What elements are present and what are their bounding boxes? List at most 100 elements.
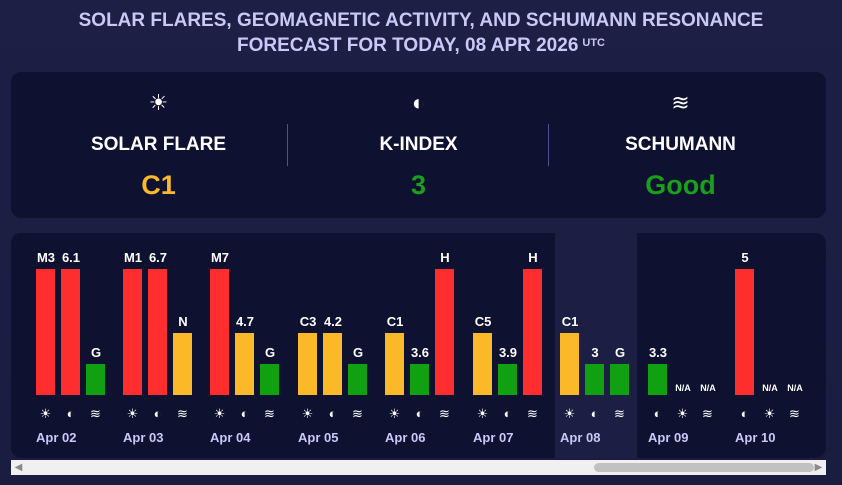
forecast-bar-value: G — [614, 345, 626, 360]
forecast-bar-kindex — [735, 269, 754, 395]
k-index-value: 3 — [410, 170, 427, 200]
forecast-bar-value: 6.1 — [61, 250, 81, 265]
waves-icon: ≋ — [90, 406, 101, 421]
forecast-bar-schumann — [173, 333, 192, 395]
forecast-bar-kindex — [585, 364, 604, 395]
waves-icon: ≋ — [439, 406, 450, 421]
horizontal-scrollbar[interactable]: ◀ ▶ — [11, 460, 826, 475]
forecast-bar-value: N — [178, 314, 188, 329]
schumann-label: SCHUMANN — [625, 134, 736, 155]
title-line-1: SOLAR FLARES, GEOMAGNETIC ACTIVITY, AND … — [78, 10, 764, 31]
summary-schumann: ≋ SCHUMANN Good — [545, 72, 816, 218]
magnet-icon: ◐ — [503, 406, 512, 421]
magnet-icon: ◐ — [153, 406, 162, 421]
sun-icon: ☀ — [301, 406, 314, 421]
forecast-bar-value: 4.2 — [323, 314, 343, 329]
forecast-bar-value: N/A — [762, 383, 778, 393]
sun-icon: ☀ — [476, 406, 489, 421]
forecast-bar-solar — [36, 269, 55, 395]
waves-icon: ≋ — [264, 406, 275, 421]
magnet-icon: ◐ — [411, 90, 426, 115]
forecast-bar-schumann — [435, 269, 454, 395]
forecast-bar-value: 4.7 — [235, 314, 255, 329]
scrollbar-thumb[interactable] — [594, 463, 814, 472]
sun-icon: ☀ — [388, 406, 401, 421]
magnet-icon: ◐ — [740, 406, 749, 421]
magnet-icon: ◐ — [240, 406, 249, 421]
forecast-bar-value: C3 — [299, 314, 317, 329]
forecast-bar-kindex — [148, 269, 167, 395]
sun-icon: ☀ — [213, 406, 226, 421]
forecast-bar-schumann — [348, 364, 367, 395]
forecast-bar-schumann — [523, 269, 542, 395]
day-label: Apr 08 — [560, 430, 601, 445]
magnet-icon: ◐ — [653, 406, 662, 421]
forecast-bar-value: 3 — [591, 345, 599, 360]
forecast-bar-kindex — [323, 333, 342, 395]
scroll-right-arrow-icon[interactable]: ▶ — [814, 462, 823, 473]
summary-divider — [548, 124, 549, 166]
scroll-left-arrow-icon[interactable]: ◀ — [14, 462, 23, 473]
forecast-bar-solar — [560, 333, 579, 395]
forecast-bar-value: N/A — [787, 383, 803, 393]
sun-icon: ☀ — [126, 406, 139, 421]
forecast-bar-kindex — [410, 364, 429, 395]
day-label: Apr 10 — [735, 430, 776, 445]
forecast-bar-value: C1 — [561, 314, 579, 329]
summary-solar-flare: ☀ SOLAR FLARE C1 — [23, 72, 294, 218]
forecast-timeline[interactable]: G ≋ M3 ☀ 6.1 ◐ G ≋ Apr 02 M1 ☀ 6.7 ◐ N ≋ Apr 03 M7 ☀ 4.7 ◐ G… — [11, 233, 826, 458]
forecast-bar-value: 3.6 — [410, 345, 430, 360]
day-label: Apr 05 — [298, 430, 339, 445]
solar-flare-value: C1 — [141, 170, 176, 200]
waves-icon: ≋ — [527, 406, 538, 421]
forecast-bar-value: 3.9 — [498, 345, 518, 360]
utc-label: UTC — [582, 37, 605, 49]
day-label: Apr 07 — [473, 430, 514, 445]
summary-panel: ☀ SOLAR FLARE C1 ◐ K-INDEX 3 ≋ SCHUMANN … — [11, 72, 826, 218]
k-index-label: K-INDEX — [379, 134, 458, 155]
magnet-icon: ◐ — [328, 406, 337, 421]
forecast-bar-kindex — [61, 269, 80, 395]
forecast-bar-value: M7 — [210, 250, 230, 265]
day-label: Apr 06 — [385, 430, 426, 445]
solar-flare-label: SOLAR FLARE — [90, 134, 227, 155]
forecast-bar-value: H — [440, 250, 450, 265]
sun-icon: ☀ — [763, 406, 776, 421]
forecast-bar-value: N/A — [675, 383, 691, 393]
forecast-bar-value: G — [352, 345, 364, 360]
forecast-bar-schumann — [260, 364, 279, 395]
forecast-bar-value: H — [528, 250, 538, 265]
forecast-bar-value: 3.3 — [648, 345, 668, 360]
forecast-bar-value: N/A — [700, 383, 716, 393]
forecast-bar-schumann — [610, 364, 629, 395]
forecast-bar-value: G — [90, 345, 102, 360]
forecast-bar-solar — [210, 269, 229, 395]
waves-icon: ≋ — [614, 406, 625, 421]
schumann-value: Good — [645, 170, 716, 200]
sun-icon: ☀ — [563, 406, 576, 421]
forecast-bar-solar — [123, 269, 142, 395]
summary-k-index: ◐ K-INDEX 3 — [283, 72, 554, 218]
day-label: Apr 03 — [123, 430, 164, 445]
forecast-bar-value: G — [264, 345, 276, 360]
forecast-bar-value: 6.7 — [148, 250, 168, 265]
summary-divider — [287, 124, 288, 166]
forecast-bar-value: M3 — [36, 250, 56, 265]
waves-icon: ≋ — [177, 406, 188, 421]
sun-icon: ☀ — [148, 90, 169, 115]
forecast-bar-value: C1 — [386, 314, 404, 329]
forecast-bar-solar — [385, 333, 404, 395]
magnet-icon: ◐ — [415, 406, 424, 421]
magnet-icon: ◐ — [66, 406, 75, 421]
day-label: Apr 02 — [36, 430, 77, 445]
page-title: SOLAR FLARES, GEOMAGNETIC ACTIVITY, AND … — [0, 8, 842, 58]
sun-icon: ☀ — [39, 406, 52, 421]
forecast-bar-kindex — [498, 364, 517, 395]
day-label: Apr 09 — [648, 430, 689, 445]
forecast-bar-kindex — [235, 333, 254, 395]
sun-icon: ☀ — [676, 406, 689, 421]
forecast-bar-solar — [473, 333, 492, 395]
forecast-bar-kindex — [648, 364, 667, 395]
waves-icon: ≋ — [702, 406, 713, 421]
forecast-bar-solar — [298, 333, 317, 395]
